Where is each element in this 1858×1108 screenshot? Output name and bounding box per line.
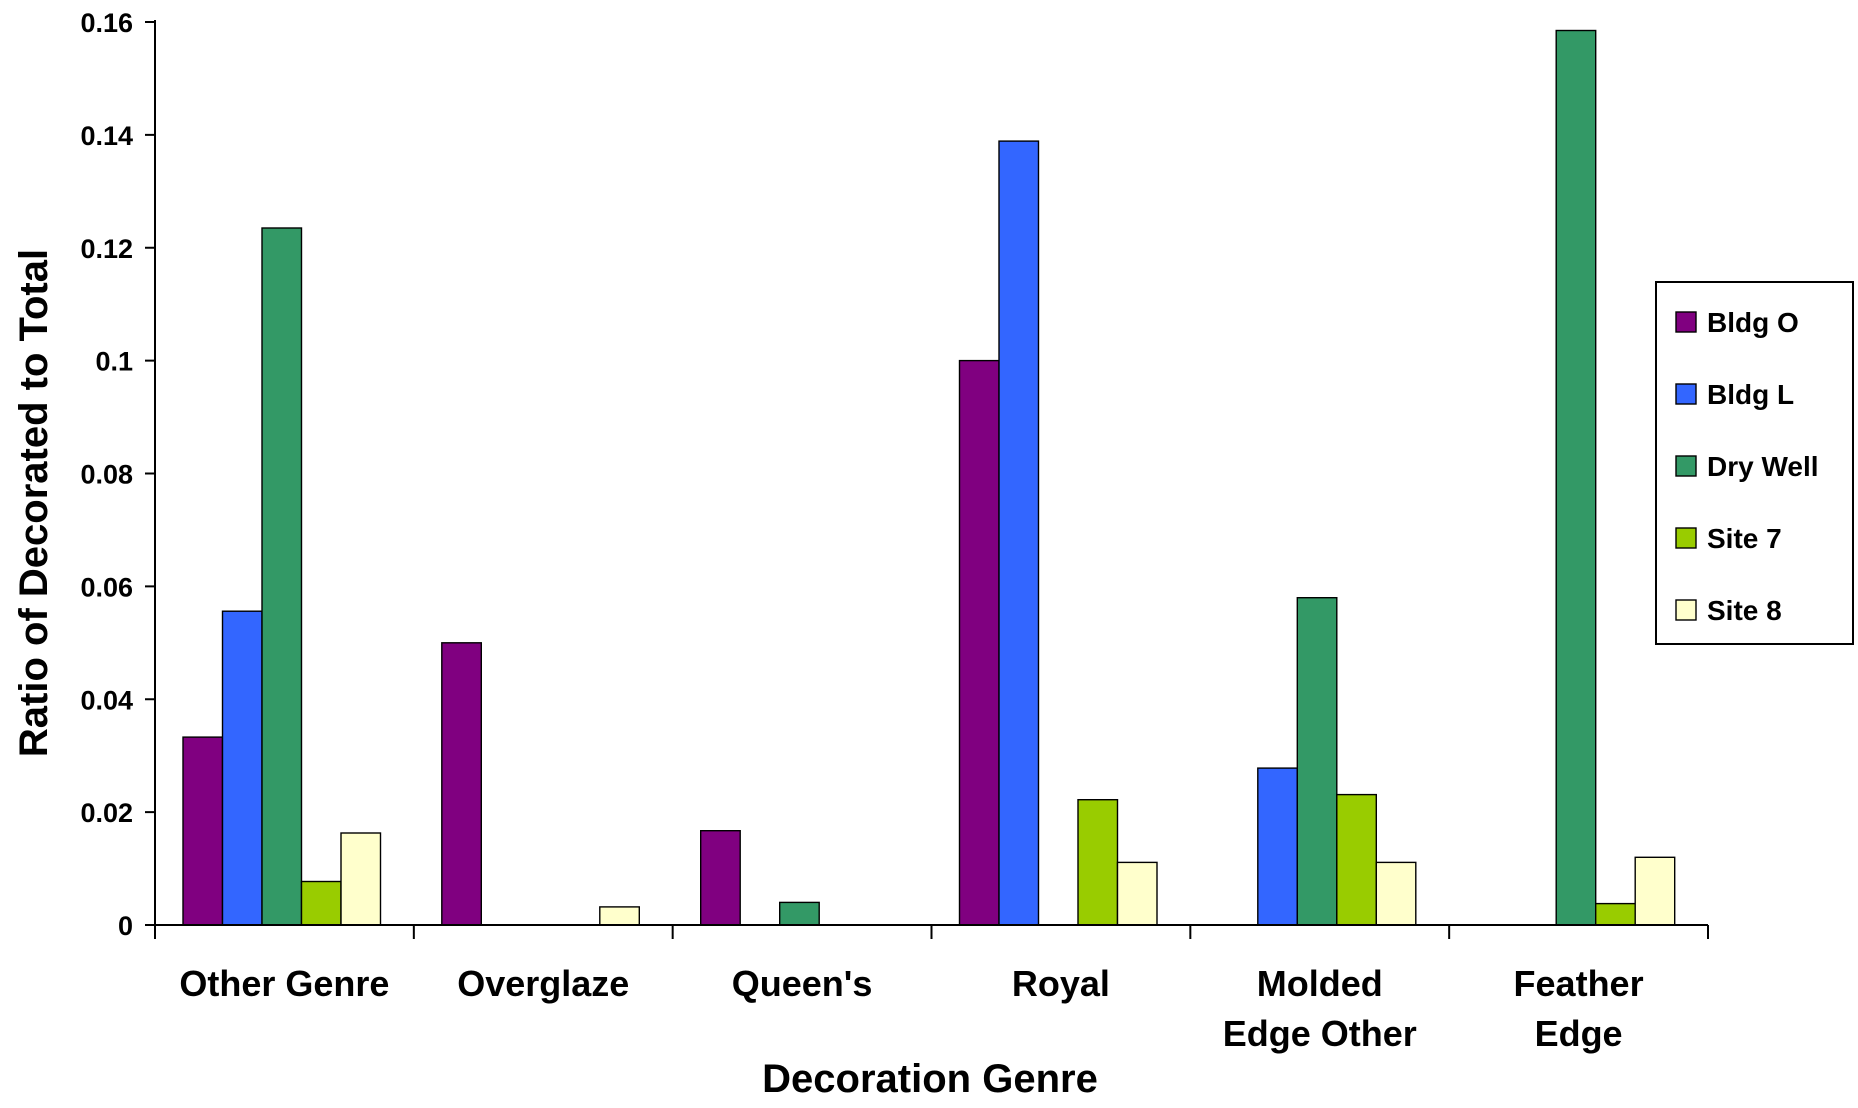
legend-swatch-site-7 (1675, 527, 1697, 549)
bar-site-8-5 (1375, 861, 1417, 926)
legend: Bldg O Bldg L Dry Well Site 7 Site 8 (1655, 281, 1854, 645)
bar-dry-well-3 (779, 901, 820, 926)
x-category-label: Royal (1012, 963, 1110, 1004)
y-tick-label: 0.16 (80, 8, 133, 38)
y-tick-label: 0.02 (80, 798, 133, 828)
bar-site-8-2 (599, 906, 640, 926)
x-category-label: Edge (1535, 1013, 1623, 1054)
bar-bldg-o-3 (700, 830, 741, 926)
y-ticks-group: 0 0.02 0.04 0.06 0.08 0.1 0.12 0.14 0.16 (80, 8, 155, 941)
bar-bldg-l-4 (998, 140, 1040, 926)
bar-site-8-6 (1634, 856, 1676, 926)
legend-swatch-bldg-o (1675, 311, 1697, 333)
bar-bldg-l-1 (221, 610, 263, 926)
bars-group (182, 29, 1676, 926)
legend-label: Site 8 (1707, 595, 1782, 626)
legend-swatch-bldg-l (1675, 383, 1697, 405)
y-tick-label: 0.06 (80, 572, 133, 602)
y-tick-label: 0.12 (80, 234, 133, 264)
y-tick-label: 0.14 (80, 121, 133, 151)
x-category-label: Feather (1514, 963, 1644, 1004)
bar-bldg-l-5 (1257, 767, 1299, 926)
legend-swatch-site-8 (1675, 599, 1697, 621)
bar-dry-well-1 (261, 227, 303, 926)
x-axis-title: Decoration Genre (762, 1057, 1098, 1101)
bar-site-7-6 (1594, 902, 1636, 926)
bar-site-7-1 (300, 880, 342, 926)
legend-label: Dry Well (1707, 451, 1819, 482)
legend-box (1655, 281, 1854, 645)
x-category-label: Other Genre (179, 963, 389, 1004)
bar-site-8-4 (1116, 861, 1158, 926)
x-categories-group: Other Genre Overglaze Queen's Royal Molded Ed… (179, 963, 1643, 1054)
legend-label: Bldg L (1707, 379, 1794, 410)
legend-label: Bldg O (1707, 307, 1799, 338)
y-tick-label: 0.08 (80, 460, 133, 490)
y-tick-label: 0.1 (95, 347, 133, 377)
bar-bldg-o-4 (958, 359, 1000, 926)
x-category-label: Molded (1257, 963, 1383, 1004)
bar-bldg-o-1 (182, 736, 224, 926)
bar-site-7-4 (1077, 799, 1119, 926)
x-category-label: Edge Other (1223, 1013, 1417, 1054)
bar-dry-well-5 (1296, 597, 1338, 926)
y-tick-label: 0 (118, 911, 133, 941)
x-category-label: Queen's (732, 963, 873, 1004)
bar-dry-well-6 (1555, 29, 1597, 926)
legend-label: Site 7 (1707, 523, 1782, 554)
bar-bldg-o-2 (441, 642, 482, 926)
bar-site-8-1 (340, 832, 382, 926)
bar-site-7-5 (1336, 793, 1378, 926)
x-category-label: Overglaze (457, 963, 629, 1004)
legend-swatch-dry-well (1675, 455, 1697, 477)
axes-group (154, 20, 1709, 939)
y-tick-label: 0.04 (80, 685, 133, 715)
y-axis-title: Ratio of Decorated to Total (12, 249, 56, 757)
